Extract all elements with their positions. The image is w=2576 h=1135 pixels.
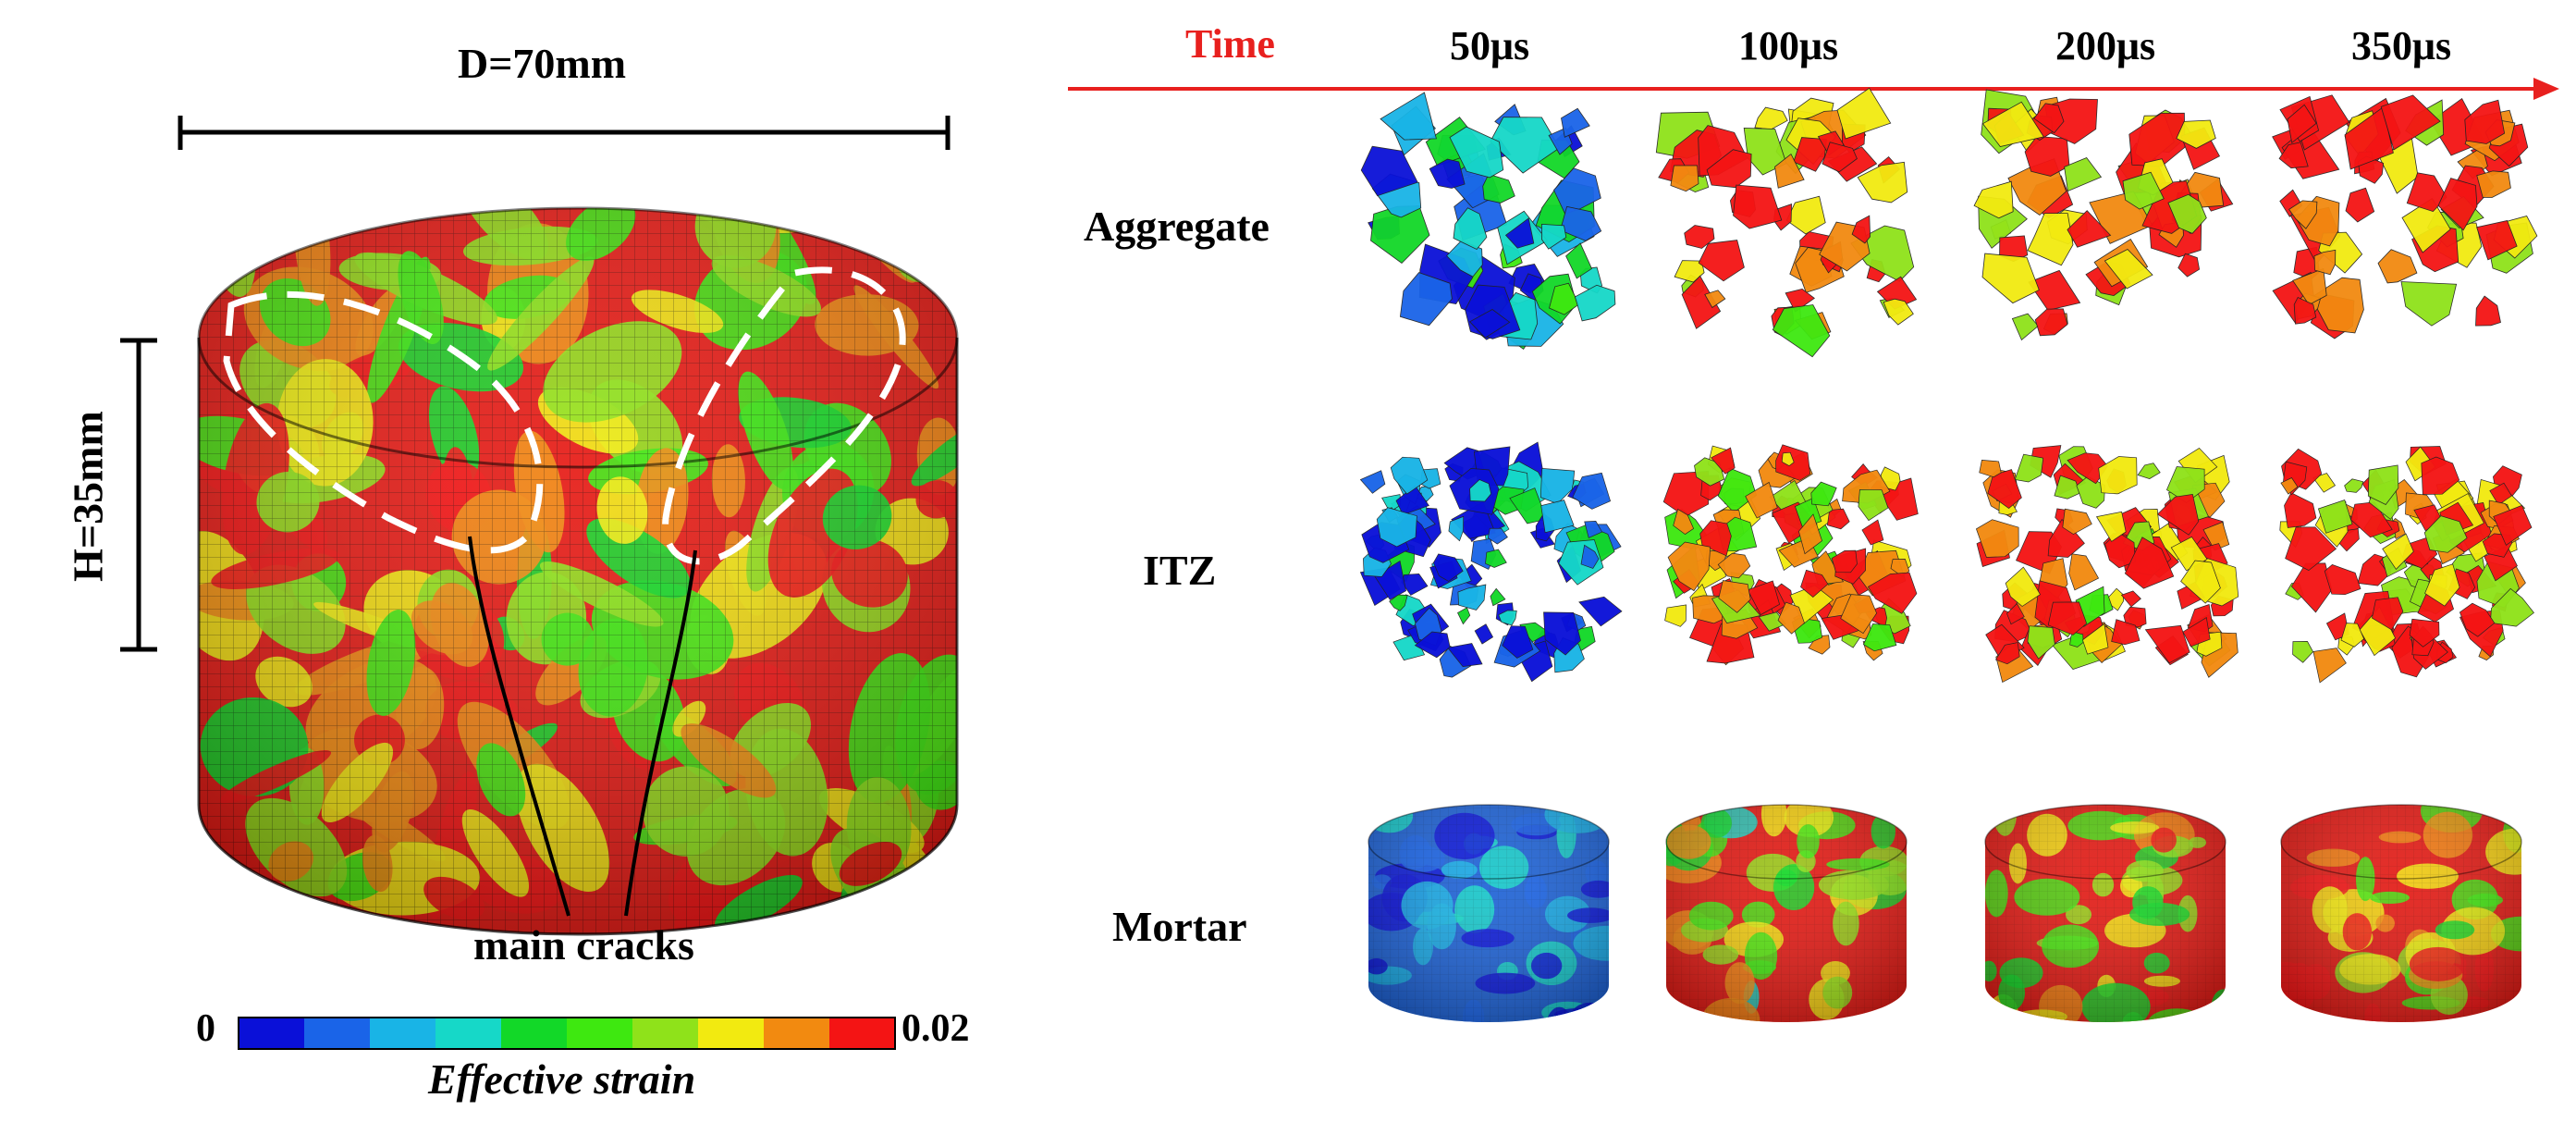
snapshot-mortar-1 <box>1665 804 1907 1022</box>
snapshot-mortar-2 <box>1984 804 2226 1022</box>
colorbar-segment <box>567 1018 633 1049</box>
crack-highlight-left <box>223 290 544 554</box>
colorbar-title: Effective strain <box>428 1055 696 1103</box>
colorbar <box>238 1017 896 1050</box>
diameter-dimension <box>178 116 951 150</box>
colorbar-segment <box>764 1018 830 1049</box>
time-200us: 200μs <box>2055 23 2156 68</box>
time-50us: 50μs <box>1450 23 1530 68</box>
main-specimen <box>197 206 959 936</box>
colorbar-segment <box>370 1018 436 1049</box>
colorbar-segment <box>304 1018 371 1049</box>
main-cracks-label: main cracks <box>473 921 694 968</box>
snapshot-itz-0 <box>1359 441 1623 683</box>
time-arrow <box>1068 78 2559 100</box>
row-label-itz: ITZ <box>1143 547 1217 594</box>
snapshot-itz-3 <box>2279 446 2534 684</box>
colorbar-segment <box>239 1018 305 1049</box>
row-label-mortar: Mortar <box>1112 903 1247 950</box>
main-specimen-strain-field <box>199 208 957 934</box>
diameter-label: D=70mm <box>458 40 627 87</box>
colorbar-segment <box>698 1018 765 1049</box>
time-350us: 350μs <box>2351 23 2452 68</box>
colorbar-frame <box>238 1017 896 1050</box>
snapshot-aggregate-1 <box>1655 87 1918 358</box>
crack-leader-lines <box>468 536 697 917</box>
snapshot-mortar-3 <box>2280 804 2522 1022</box>
colorbar-max-label: 0.02 <box>902 1007 970 1050</box>
colorbar-min-label: 0 <box>196 1007 215 1050</box>
height-dimension <box>120 338 157 652</box>
height-label: H=35mm <box>64 411 112 582</box>
time-label: Time <box>1185 21 1275 67</box>
snapshot-itz-1 <box>1662 444 1919 666</box>
snapshot-aggregate-3 <box>2272 94 2538 339</box>
row-label-aggregate: Aggregate <box>1084 203 1270 250</box>
crack-highlight-right <box>662 266 906 565</box>
colorbar-segment <box>501 1018 568 1049</box>
snapshot-aggregate-0 <box>1360 92 1616 350</box>
colorbar-segment <box>435 1018 502 1049</box>
time-100us: 100μs <box>1738 23 1839 68</box>
snapshot-itz-2 <box>1975 445 2239 684</box>
snapshot-grid <box>1359 87 2538 1022</box>
colorbar-segment <box>829 1018 896 1049</box>
snapshot-mortar-0 <box>1368 804 1610 1022</box>
snapshot-aggregate-2 <box>1973 89 2234 341</box>
colorbar-segment <box>632 1018 699 1049</box>
